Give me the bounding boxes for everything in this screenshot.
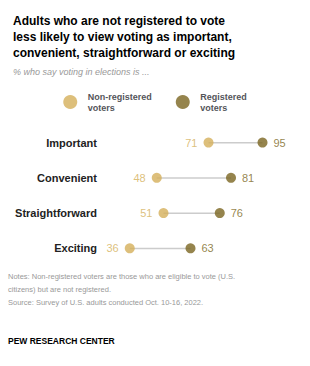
svg-text:citizens) but are not register: citizens) but are not registered.: [8, 285, 111, 294]
svg-text:Notes: Non-registered voters a: Notes: Non-registered voters are those w…: [8, 272, 235, 281]
svg-text:76: 76: [231, 207, 243, 219]
svg-text:voters: voters: [88, 103, 115, 113]
svg-text:Important: Important: [46, 137, 97, 149]
svg-text:voters: voters: [200, 103, 227, 113]
svg-text:Source: Survey of U.S. adults: Source: Survey of U.S. adults conducted …: [8, 298, 203, 307]
svg-text:Registered: Registered: [200, 92, 247, 102]
svg-text:95: 95: [274, 137, 286, 149]
svg-text:48: 48: [134, 172, 146, 184]
svg-text:% who say voting in elections: % who say voting in elections is ...: [13, 67, 150, 77]
svg-text:Exciting: Exciting: [54, 242, 97, 254]
svg-text:71: 71: [185, 137, 197, 149]
svg-text:Convenient: Convenient: [37, 172, 97, 184]
svg-text:63: 63: [202, 242, 214, 254]
svg-text:36: 36: [107, 242, 119, 254]
svg-text:51: 51: [140, 207, 152, 219]
svg-text:81: 81: [242, 172, 254, 184]
svg-text:Adults who are not registered: Adults who are not registered to vote: [13, 14, 225, 28]
svg-text:less likely to view voting as: less likely to view voting as important,: [13, 30, 232, 44]
svg-text:PEW RESEARCH CENTER: PEW RESEARCH CENTER: [8, 336, 115, 346]
svg-text:Straightforward: Straightforward: [15, 207, 97, 219]
svg-text:convenient, straightforward or: convenient, straightforward or exciting: [13, 46, 235, 60]
svg-text:Non-registered: Non-registered: [88, 92, 152, 102]
